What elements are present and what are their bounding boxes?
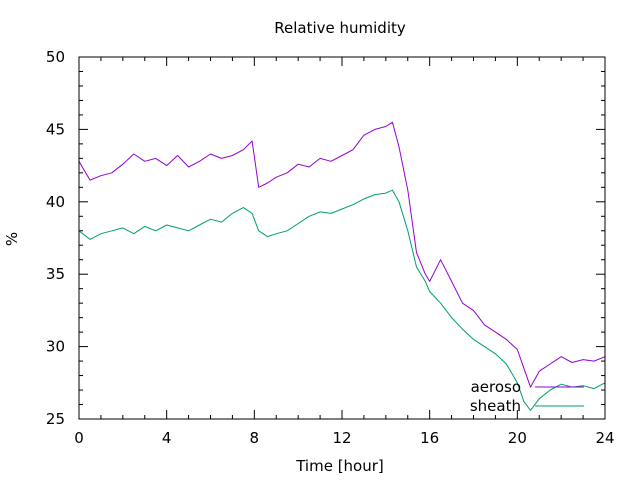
y-tick-label: 35 xyxy=(46,265,65,283)
series-line-aerosol xyxy=(78,121,606,388)
y-tick-label: 45 xyxy=(46,120,65,138)
x-tick-label: 8 xyxy=(250,429,260,447)
x-tick-label: 20 xyxy=(508,429,527,447)
legend-label-aerosol: aeroso xyxy=(471,378,521,396)
y-tick-label: 30 xyxy=(46,338,65,356)
plot-lines xyxy=(78,121,606,411)
y-tick-label: 25 xyxy=(46,410,65,428)
series-line-sheath xyxy=(78,189,606,411)
y-tick-label: 50 xyxy=(46,48,65,66)
y-tick-label: 40 xyxy=(46,193,65,211)
x-tick-label: 12 xyxy=(332,429,351,447)
x-tick-label: 4 xyxy=(162,429,172,447)
x-tick-label: 16 xyxy=(420,429,439,447)
x-tick-label: 24 xyxy=(595,429,614,447)
y-axis-label: % xyxy=(3,232,21,246)
legend-label-sheath: sheath xyxy=(470,397,521,415)
x-axis-label: Time [hour] xyxy=(295,457,384,475)
axis-ticks: 0 4 8 12 16 20 24 25 30 35 40 45 50 xyxy=(46,48,615,447)
chart-title: Relative humidity xyxy=(274,19,406,37)
plot-frame xyxy=(78,56,606,420)
x-tick-label: 0 xyxy=(74,429,84,447)
